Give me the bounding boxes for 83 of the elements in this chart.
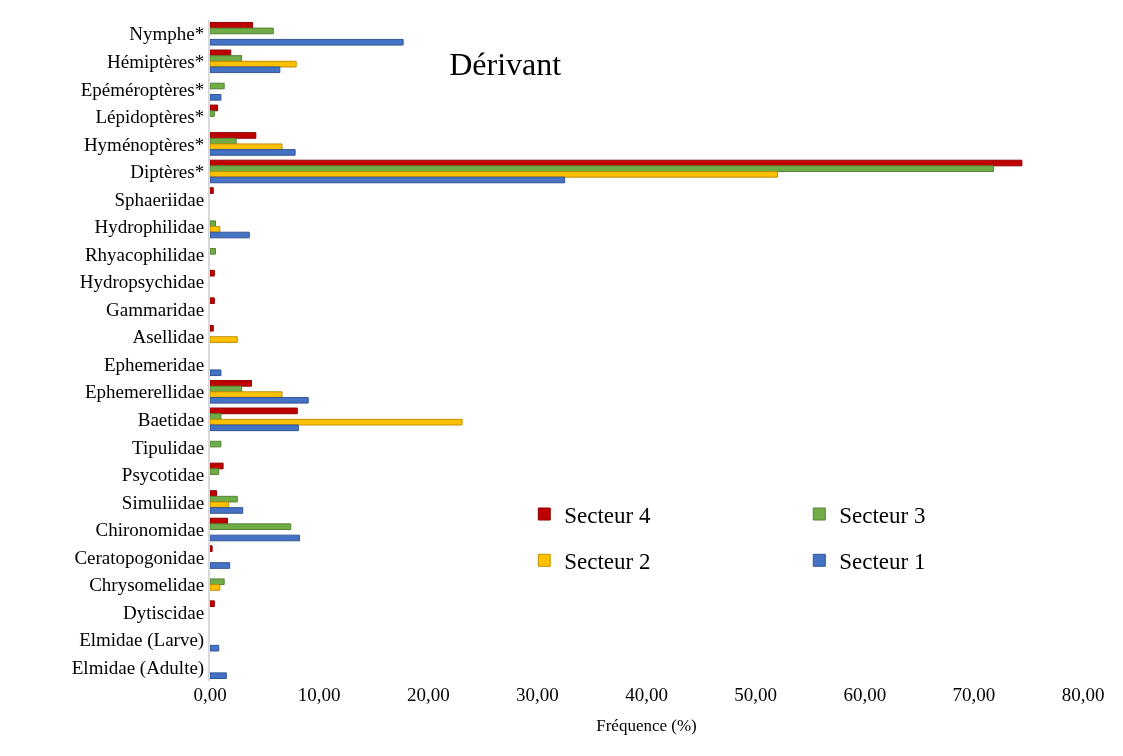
bar bbox=[210, 578, 225, 586]
bar bbox=[210, 324, 214, 332]
bar bbox=[210, 369, 222, 377]
y-tick-label: Nymphe* bbox=[129, 23, 205, 45]
text: Dérivant bbox=[449, 46, 562, 83]
bar bbox=[210, 38, 404, 46]
bar bbox=[210, 501, 230, 509]
y-tick-label: Sphaeriidae bbox=[114, 188, 205, 210]
bar bbox=[210, 143, 283, 151]
x-tick-label: 40,00 bbox=[625, 684, 668, 705]
bar bbox=[210, 176, 566, 184]
legend-label: Secteur 4 bbox=[564, 503, 651, 528]
y-tick-label: Simuliidae bbox=[121, 491, 205, 513]
bar bbox=[210, 440, 222, 448]
bar bbox=[210, 413, 222, 420]
bar bbox=[210, 27, 274, 35]
bar bbox=[210, 104, 219, 112]
bar bbox=[210, 231, 250, 239]
y-tick-label: Dytiscidae bbox=[122, 601, 205, 623]
bar bbox=[210, 468, 220, 475]
bar bbox=[210, 507, 244, 514]
bar bbox=[210, 644, 220, 652]
bar bbox=[210, 584, 221, 591]
x-tick-label: 30,00 bbox=[516, 684, 559, 705]
bar bbox=[210, 396, 309, 404]
y-tick-label: Lépidoptères* bbox=[95, 106, 205, 128]
x-axis-title: Fréquence (%) bbox=[596, 716, 697, 736]
y-tick-label: Hydropsychidae bbox=[79, 271, 205, 293]
y-tick-label: Ephemeridae bbox=[103, 353, 205, 375]
y-tick-label: Chironomidae bbox=[95, 519, 205, 541]
y-tick-label: Epéméroptères* bbox=[80, 78, 205, 100]
bar bbox=[210, 407, 298, 415]
bar bbox=[210, 247, 216, 255]
legend-label: Secteur 2 bbox=[564, 549, 651, 575]
bar bbox=[210, 523, 292, 531]
bar bbox=[210, 391, 283, 398]
y-tick-label: Ephemerellidae bbox=[84, 381, 205, 403]
bar bbox=[210, 55, 243, 62]
y-tick-label: Hyménoptères* bbox=[83, 133, 205, 155]
bar bbox=[210, 380, 252, 387]
y-tick-label: Psycotidae bbox=[121, 464, 205, 486]
bar bbox=[210, 82, 225, 90]
bar bbox=[210, 600, 215, 607]
y-tick-label: Ceratopogonidae bbox=[74, 546, 205, 568]
bar bbox=[210, 297, 215, 305]
bar bbox=[210, 94, 222, 101]
bar bbox=[210, 66, 281, 74]
y-tick-label: Gammaridae bbox=[106, 298, 205, 320]
x-tick-label: 50,00 bbox=[734, 684, 778, 705]
bar bbox=[210, 132, 257, 139]
x-tick-label: 80,00 bbox=[1061, 684, 1105, 705]
bar bbox=[210, 672, 227, 680]
y-tick-label: Tipulidae bbox=[132, 436, 205, 458]
bar bbox=[210, 187, 214, 194]
bar bbox=[210, 149, 296, 156]
y-tick-label: Rhyacophilidae bbox=[84, 243, 205, 265]
bar bbox=[210, 424, 299, 432]
bar bbox=[210, 418, 463, 426]
x-tick-label: 60,00 bbox=[843, 684, 887, 705]
y-tick-label: Diptères* bbox=[130, 161, 205, 183]
bar bbox=[210, 545, 213, 552]
bar bbox=[210, 534, 300, 542]
bar bbox=[210, 220, 216, 228]
x-tick-label: 20,00 bbox=[406, 684, 450, 705]
bar bbox=[210, 562, 231, 569]
x-tick-label: 0,00 bbox=[193, 684, 227, 705]
bar bbox=[210, 336, 238, 343]
y-tick-label: Elmidae (Adulte) bbox=[71, 656, 205, 679]
y-tick-label: Asellidae bbox=[132, 326, 205, 348]
bar bbox=[210, 269, 215, 277]
x-tick-label: 70,00 bbox=[952, 684, 996, 705]
y-tick-label: Baetidae bbox=[137, 409, 205, 430]
legend-label: Secteur 3 bbox=[839, 503, 926, 528]
y-tick-label: Elmidae (Larve) bbox=[79, 629, 205, 652]
legend-label: Secteur 1 bbox=[839, 549, 926, 575]
bar bbox=[210, 49, 232, 57]
y-tick-label: Chrysomelidae bbox=[89, 574, 205, 596]
bar bbox=[210, 165, 995, 172]
y-tick-label: Hydrophilidae bbox=[94, 216, 205, 238]
y-tick-label: Hémiptères* bbox=[107, 50, 205, 72]
bar bbox=[210, 490, 218, 497]
x-tick-label: 10,00 bbox=[297, 684, 341, 705]
bar bbox=[210, 110, 215, 117]
